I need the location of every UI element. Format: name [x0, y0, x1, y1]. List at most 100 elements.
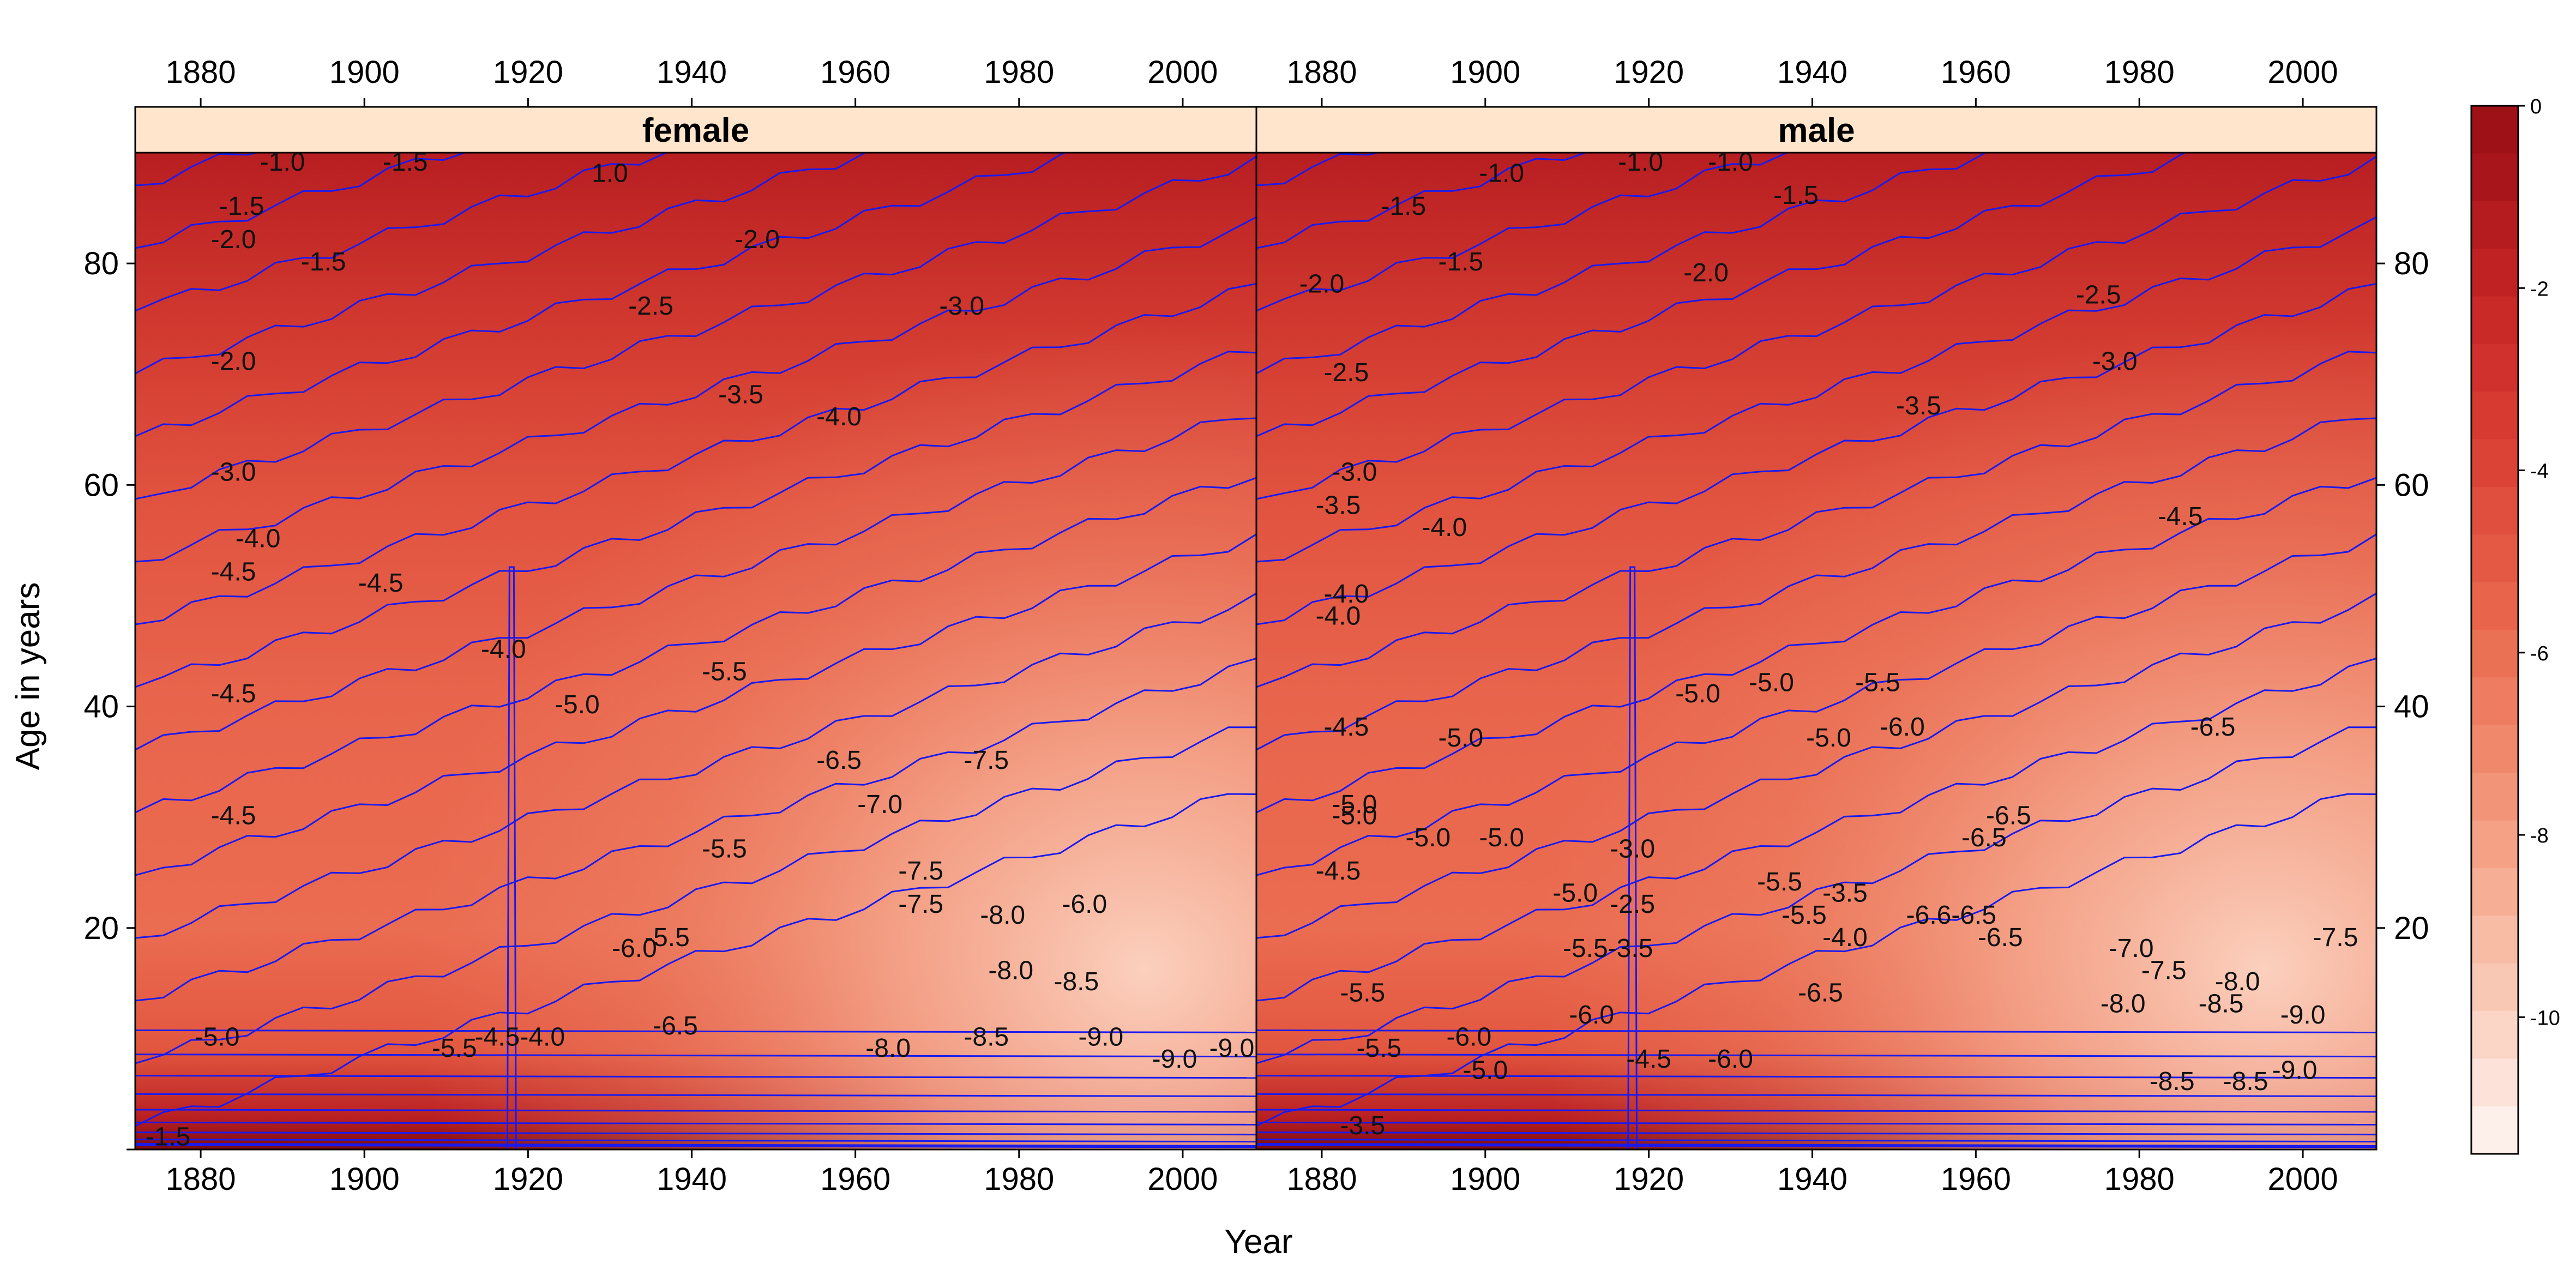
contour-line [1256, 282, 2376, 625]
contour-label: -3.0 [939, 292, 984, 321]
x-tick-label: 1980 [2104, 1161, 2175, 1197]
contour-label: -2.0 [1299, 269, 1345, 298]
contour-label: -1.5 [146, 1122, 191, 1151]
contour-line [1256, 153, 1588, 249]
contour-label: -9.0 [1079, 1023, 1124, 1052]
contour-label: -8.5 [2223, 1067, 2268, 1096]
contour-label: -4.5 [358, 569, 404, 598]
contour-label: -5.0 [1479, 823, 1524, 852]
contour-label: -5.0 [1462, 1056, 1508, 1085]
contour-label: -6.5 [653, 1012, 698, 1040]
x-tick-label: 1940 [657, 1161, 727, 1197]
contour-line [135, 153, 867, 375]
contour-label: -1.5 [1438, 248, 1483, 276]
contour-label: -8.0 [988, 956, 1033, 985]
contour-line [1256, 592, 2376, 939]
contour-label: -5.0 [1675, 679, 1720, 708]
contour-label: -1.5 [1381, 192, 1427, 221]
contour-label: -1.5 [301, 248, 346, 276]
contour-line [1627, 566, 1638, 1149]
color-key-band [2471, 1010, 2518, 1059]
color-key-band [2471, 153, 2518, 202]
x-tick-label: 1880 [1286, 1161, 1357, 1197]
y-tick-label: 40 [83, 689, 119, 725]
contour-line [135, 657, 1256, 1002]
contour-label: -5.5 [432, 1034, 477, 1063]
contour-label: -4.0 [236, 525, 281, 553]
x-tick-label: 1920 [1614, 1161, 1684, 1197]
y-tick-label: 80 [83, 246, 119, 281]
contour-label: -6.0 [612, 934, 657, 963]
color-key-band [2471, 773, 2518, 821]
color-key-band [2471, 582, 2518, 630]
contour-line [135, 1093, 1256, 1097]
contour-line [135, 1054, 1256, 1058]
contour-line [135, 1109, 1256, 1113]
contour-label: -8.5 [1054, 967, 1099, 996]
contour-label: -5.0 [555, 690, 600, 719]
contour-label: -2.0 [735, 225, 780, 254]
contour-label: -6.5 [1798, 978, 1843, 1007]
y-tick-label: 40 [2394, 689, 2429, 725]
contour-line [135, 153, 669, 312]
contour-label: -4.5 [211, 557, 256, 586]
contour-label: -4.5 [211, 801, 256, 830]
contour-label: -6.0 [1708, 1045, 1753, 1074]
contour-label: -5.0 [1552, 879, 1598, 908]
y-axis-title: Age in years [9, 582, 47, 771]
contour-label: -4.5 [211, 679, 256, 708]
color-key-band [2471, 820, 2518, 869]
y-tick-label: 60 [83, 467, 119, 503]
contour-label: -5.5-3.5 [1563, 934, 1653, 963]
contour-line [1256, 153, 1988, 375]
contour-label: -1.0 [1708, 148, 1753, 177]
x-tick-label: 1960 [820, 1161, 890, 1197]
contour-line [135, 793, 1256, 1127]
strip-male [1255, 106, 2378, 154]
strip-label: female [642, 112, 749, 149]
contour-label: -6.0 [1062, 890, 1107, 919]
contour-line [1256, 1142, 2376, 1147]
x-tick-label: 1960 [1941, 1161, 2011, 1197]
strip-label: male [1778, 112, 1855, 149]
x-tick-label: 1920 [493, 1161, 563, 1197]
contour-label: -9.0 [1209, 1034, 1255, 1063]
y-tick-label: 80 [2394, 246, 2429, 281]
contour-line [135, 726, 1256, 1064]
contour-line [135, 155, 1256, 500]
contour-line [1256, 1144, 2376, 1148]
x-tick-label: 1900 [329, 55, 400, 90]
contour-line [135, 153, 1068, 437]
contour-line [1256, 1139, 2376, 1143]
contour-line [1256, 1029, 2376, 1033]
color-key-band [2471, 439, 2518, 487]
color-key-band [2471, 534, 2518, 583]
y-tick-label: 60 [2394, 467, 2429, 503]
strip-female [134, 106, 1257, 154]
contour-label: -7.5 [2313, 923, 2358, 952]
contour-label: -6.0 [1880, 713, 1925, 742]
x-tick-label: 1880 [166, 1161, 236, 1197]
contour-label: -8.5 [2199, 990, 2244, 1019]
contour-label: -3.5 [1822, 879, 1868, 908]
chart-axes: 1880 1880 1900 1900 1920 1920 1940 1940 1960 1960… [83, 55, 2429, 1197]
contour-line [1256, 726, 2376, 1064]
color-key-band [2471, 249, 2518, 297]
x-tick-label: 1940 [1777, 1161, 1847, 1197]
color-key-band [2471, 963, 2518, 1012]
contour-line [1256, 153, 2188, 437]
contour-line [135, 216, 1256, 563]
contour-label: -6.5 [1978, 923, 2023, 952]
x-tick-label: 1960 [820, 55, 890, 90]
contour-label: -8.0 [865, 1034, 911, 1063]
contour-label: -6.5 [2190, 713, 2236, 742]
contour-label: -5.5 [1855, 669, 1900, 697]
contour-line [135, 153, 467, 249]
color-key-tick-label: -2 [2530, 278, 2549, 300]
contour-line [135, 592, 1256, 939]
contour-label: -7.5 [898, 857, 943, 886]
x-tick-label: 1980 [984, 55, 1054, 90]
contour-line [1256, 1121, 2376, 1126]
contour-labels: -1.0 -1.0 -1.0 -1.5 -1.5 -1.5 -2.0 -2.0 -2.5 -2.5… [1299, 148, 2358, 1140]
